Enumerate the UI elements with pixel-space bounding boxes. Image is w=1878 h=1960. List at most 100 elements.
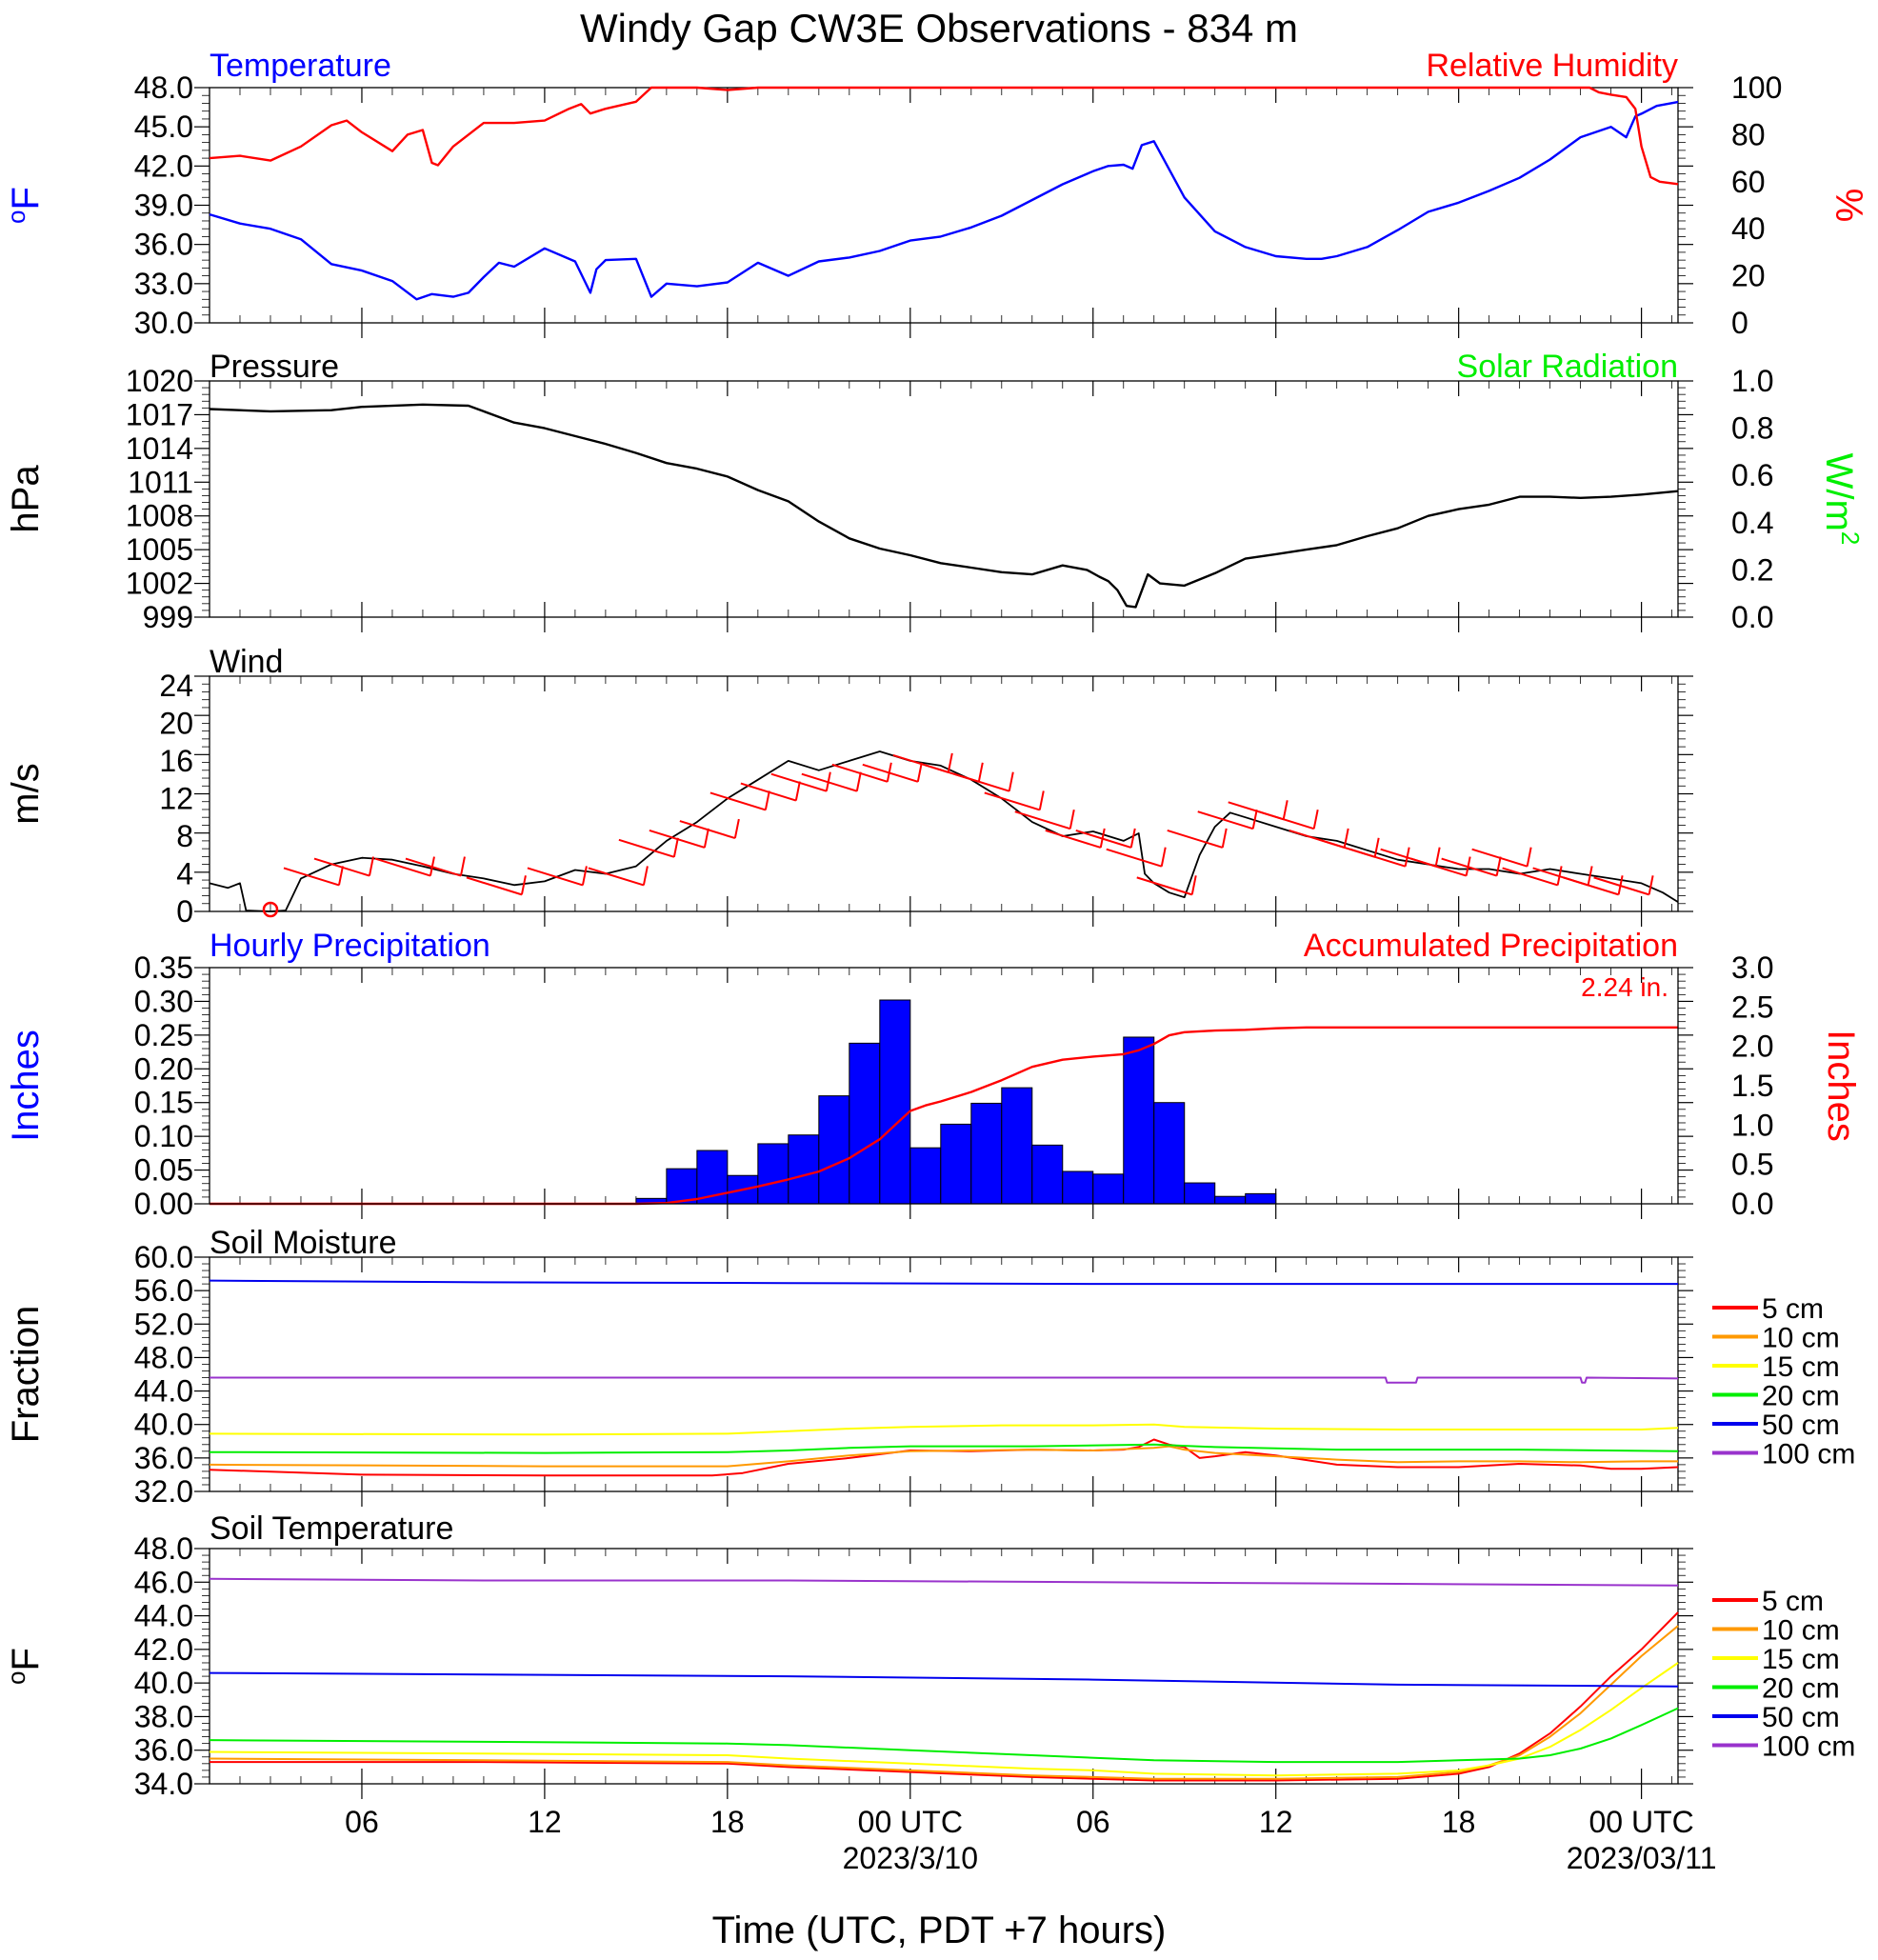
- soil-moisture-legend-label: 5 cm: [1762, 1293, 1824, 1325]
- soil-moisture-legend-label: 10 cm: [1762, 1323, 1840, 1354]
- soil-temperature-unit: oF: [2, 1648, 47, 1685]
- temperature-y-tick-label: 36.0: [134, 228, 193, 262]
- wind-barb-flag: [916, 762, 923, 782]
- wind-barb-staff: [1593, 876, 1649, 896]
- wind-barb-flag: [1312, 810, 1319, 830]
- precip-y-tick-label: 0.05: [134, 1153, 193, 1188]
- wind-title: Wind: [210, 644, 283, 680]
- soil-temperature-legend-label: 5 cm: [1762, 1586, 1824, 1617]
- wind-barb-flag: [672, 837, 679, 858]
- soil-temperature-y-tick-label: 46.0: [134, 1565, 193, 1599]
- soil-moisture-unit: Fraction: [5, 1306, 47, 1444]
- pressure-y-tick-label: 1017: [126, 397, 193, 431]
- wind-barb-flag: [1008, 771, 1014, 791]
- precip-bar: [788, 1134, 820, 1205]
- soil-moisture-y-tick-label: 56.0: [134, 1273, 193, 1308]
- wind-barb-staff: [649, 830, 706, 849]
- wind-speed-line: [209, 750, 1679, 912]
- wind-barb-flag: [642, 866, 649, 886]
- x-tick-label: 12: [528, 1805, 562, 1839]
- soil-temperature-line: [209, 1671, 1679, 1688]
- degree-symbol: o: [2, 1670, 30, 1684]
- accum-y-tick-label: 1.5: [1731, 1069, 1773, 1103]
- soil-moisture-y-tick-label: 40.0: [134, 1408, 193, 1442]
- solar-y-tick-label: 1.0: [1731, 364, 1773, 398]
- solar-y-tick-label: 0.0: [1731, 600, 1773, 634]
- wind-barb-staff: [1136, 876, 1193, 896]
- solar-unit-base: W/m: [1818, 453, 1860, 531]
- accum-total-label: 2.24 in.: [1581, 972, 1668, 1002]
- soil-temperature-line: [209, 1662, 1679, 1777]
- pressure-y-tick-label: 1005: [126, 532, 193, 567]
- wind-barb-flag: [1190, 875, 1197, 895]
- wind-barb-staff: [1197, 810, 1254, 830]
- wind-barb-staff: [1167, 830, 1224, 849]
- solar-y-tick-label: 0.6: [1731, 458, 1773, 492]
- soil-moisture-legend-label: 50 cm: [1762, 1410, 1840, 1441]
- pressure-y-tick-label: 1020: [126, 364, 193, 398]
- wind-y-tick-label: 16: [159, 744, 193, 778]
- soil-temperature-y-tick-label: 42.0: [134, 1632, 193, 1667]
- humidity-title: Relative Humidity: [1426, 48, 1678, 84]
- soil-temperature-line: [209, 1707, 1679, 1764]
- soil-moisture-y-tick-label: 32.0: [134, 1474, 193, 1509]
- wind-barb-flag: [581, 866, 588, 886]
- pressure-unit: hPa: [5, 465, 47, 533]
- humidity-y-tick-label: 80: [1731, 117, 1766, 151]
- wind-y-tick-label: 4: [176, 856, 193, 890]
- wind-barb-staff: [1441, 857, 1497, 877]
- soil-temperature-line: [210, 1611, 1679, 1782]
- wind-barb-flag: [1038, 790, 1045, 810]
- soil-moisture-y-tick-label: 48.0: [134, 1340, 193, 1374]
- soil-moisture-y-tick-label: 44.0: [134, 1374, 193, 1409]
- wind-barb-flag: [1069, 810, 1075, 830]
- wind-barb-staff: [709, 791, 767, 811]
- wind-barb-flag: [1343, 828, 1349, 849]
- wind-barb-flag: [1129, 828, 1136, 849]
- humidity-y-tick-label: 40: [1731, 211, 1766, 246]
- temperature-frame: [209, 87, 1679, 324]
- soil-temperature-line: [209, 1577, 1679, 1587]
- wind-barb-flag: [368, 856, 374, 876]
- precip-bar: [879, 999, 911, 1205]
- wind-barb-staff: [1471, 848, 1528, 868]
- wind-barb-flag: [947, 752, 953, 773]
- x-tick-label: 00 UTC: [1588, 1805, 1693, 1839]
- precip-bar: [1184, 1182, 1216, 1205]
- wind-barb-flag: [337, 866, 344, 886]
- humidity-y-tick-label: 60: [1731, 165, 1766, 199]
- soil-moisture-panel: 60.056.052.048.044.040.036.032.0 Soil Moi…: [5, 1225, 1855, 1509]
- wind-barb-staff: [405, 857, 462, 877]
- wind-barb-flag: [459, 856, 466, 876]
- soil-moisture-frame: [209, 1256, 1679, 1492]
- wind-barb-staff: [374, 857, 431, 877]
- wind-barb-flag: [1160, 847, 1167, 867]
- soil-temperature-legend-label: 20 cm: [1762, 1673, 1840, 1705]
- wind-barb-staff: [1106, 848, 1163, 868]
- pressure-y-tick-label: 1008: [126, 499, 193, 533]
- pressure-line: [209, 403, 1679, 609]
- humidity-line: [209, 86, 1679, 186]
- hourly-precip-title: Hourly Precipitation: [210, 928, 490, 964]
- solar-y-tick-label: 0.2: [1731, 552, 1773, 587]
- wind-barb-staff: [588, 867, 645, 887]
- precip-bar: [757, 1143, 789, 1205]
- humidity-y-tick-label: 100: [1731, 70, 1782, 105]
- solar-unit-sup: 2: [1836, 531, 1865, 545]
- soil-temperature-legend-label: 100 cm: [1762, 1731, 1855, 1763]
- wind-barb-staff: [953, 772, 1010, 792]
- precip-bar: [849, 1042, 881, 1205]
- precip-bar: [1214, 1195, 1247, 1205]
- wind-barb-staff: [1014, 810, 1071, 830]
- precip-y-tick-label: 0.15: [134, 1086, 193, 1120]
- soil-temperature-y-tick-label: 34.0: [134, 1767, 193, 1801]
- wind-barb-staff: [527, 867, 584, 887]
- wind-barb-flag: [977, 762, 984, 782]
- solar-y-tick-label: 0.4: [1731, 506, 1773, 540]
- wind-barb-staff: [466, 876, 523, 896]
- temperature-panel: 48.0 45.0 42.0 39.0 36.0 33.0 30.0 100 80 60 40 20 0…: [2, 48, 1869, 340]
- wind-barb-flag: [1495, 856, 1502, 876]
- x-tick-label: 18: [710, 1805, 745, 1839]
